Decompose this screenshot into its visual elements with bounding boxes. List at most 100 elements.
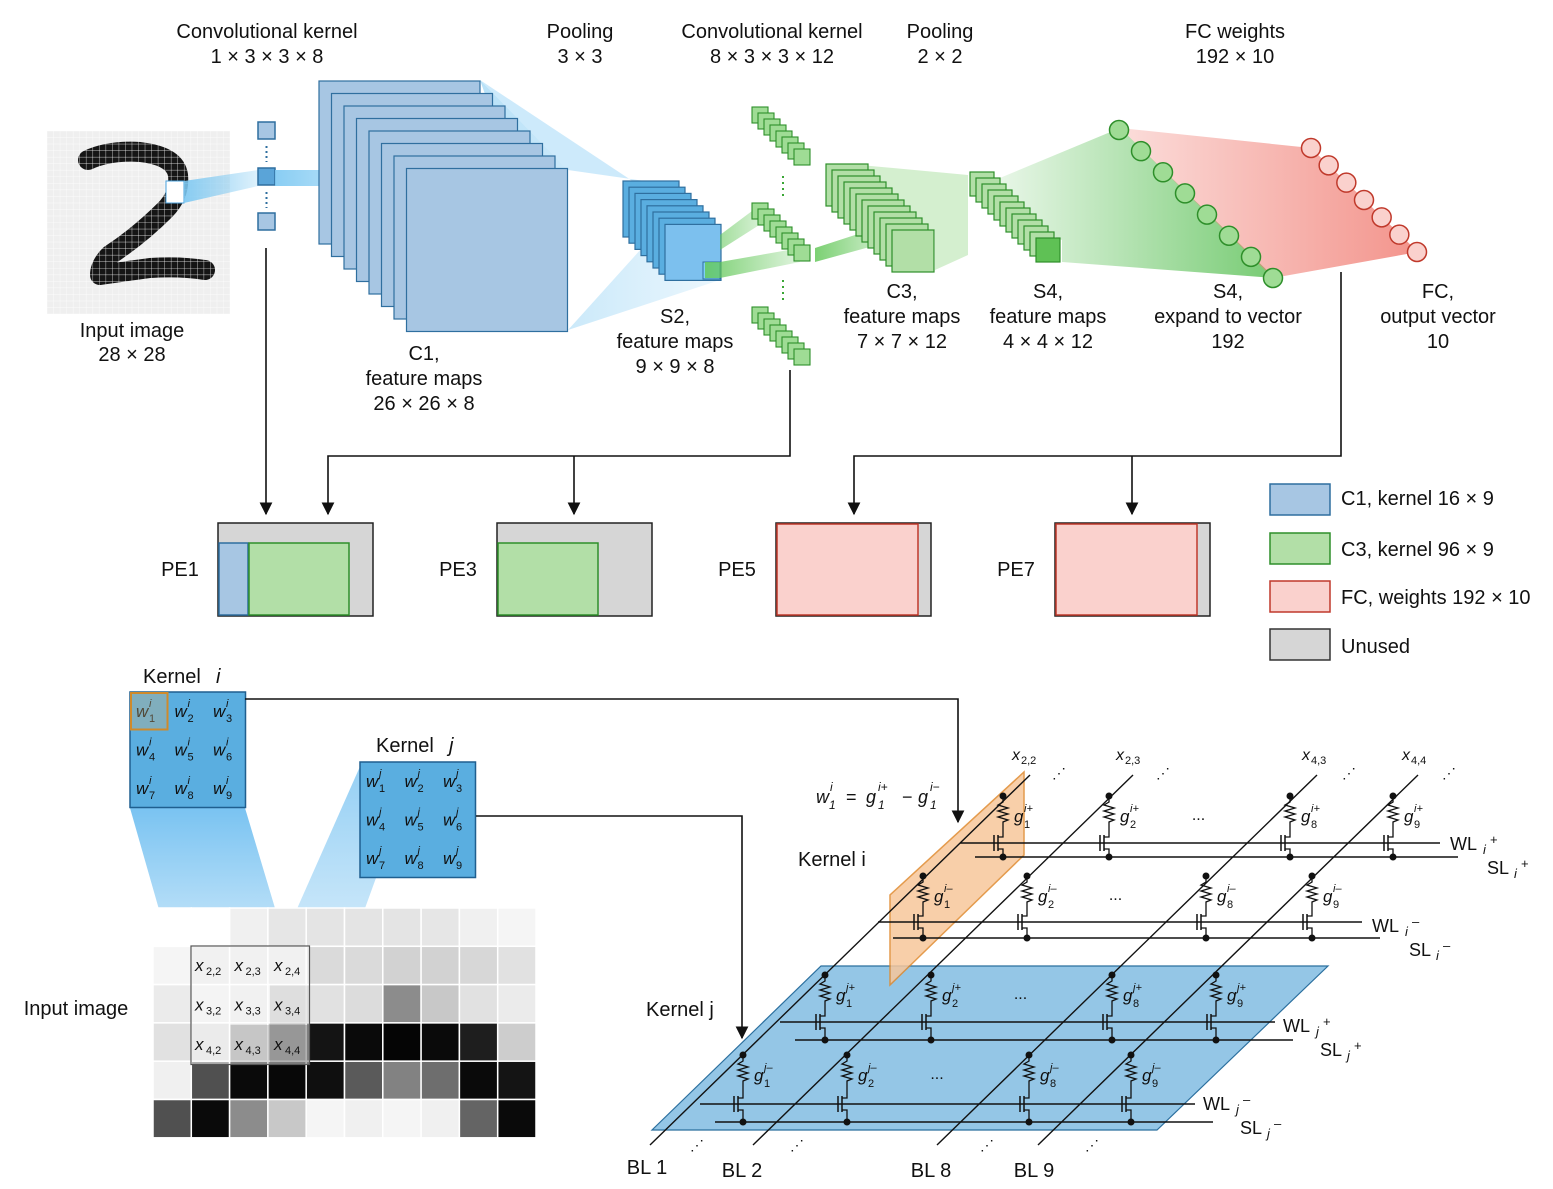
pixel-cell [343, 1098, 384, 1139]
pixel-cell [420, 1022, 461, 1062]
word-line-label: WL [1203, 1094, 1230, 1114]
kernel-i-matrix: w i1 w i2 w i3w i4 w i5 w i6w i7 w i8 w i9 [129, 691, 247, 809]
svg-text:4,4: 4,4 [1411, 755, 1426, 767]
patch-cell-subscript: 2,2 [206, 966, 221, 978]
conductance-label: g [1301, 807, 1311, 826]
svg-text:i–: i– [1048, 883, 1057, 895]
kernel-weight: w [213, 702, 227, 721]
svg-text:Pooling: Pooling [907, 21, 974, 43]
kernel-weight: w [443, 849, 457, 868]
svg-text:i: i [1483, 842, 1487, 857]
pixel-cell [496, 1060, 537, 1101]
svg-text:i: i [188, 698, 191, 710]
svg-text:6: 6 [456, 822, 462, 834]
svg-text:9: 9 [1414, 819, 1420, 831]
kernel-weight: w [443, 811, 457, 830]
bit-line [752, 774, 1134, 1146]
pixel-cell [382, 945, 422, 986]
svg-text:j–: j– [866, 1062, 877, 1074]
conductance-label: g [858, 1066, 868, 1085]
svg-text:1: 1 [878, 798, 885, 812]
fc-output-nodes [1300, 137, 1428, 263]
conductance-label: g [1014, 807, 1024, 826]
patch-cell-subscript: 3,2 [206, 1006, 221, 1018]
svg-text:g: g [866, 787, 876, 807]
svg-text:⋰: ⋰ [980, 1137, 994, 1153]
svg-text:3: 3 [226, 713, 232, 725]
svg-text:PE5: PE5 [718, 559, 756, 581]
svg-text:Unused: Unused [1341, 636, 1410, 658]
pixel-cell [458, 1022, 499, 1062]
s2-label: S2, feature maps 9 × 9 × 8 [617, 306, 734, 378]
svg-text:5: 5 [188, 752, 194, 764]
s4-to-vector-beam [995, 128, 1275, 278]
pixel-cell [228, 907, 269, 948]
rram-resistor [1208, 975, 1224, 1012]
pixel-cell [305, 945, 346, 986]
svg-text:2,3: 2,3 [1125, 755, 1140, 767]
svg-text:2,2: 2,2 [1021, 755, 1036, 767]
conv2-kernel-cell [793, 244, 811, 262]
c1-to-s2-beam-top [480, 80, 680, 186]
pixel-cell [190, 907, 231, 948]
kernel-weight: w [405, 811, 419, 830]
svg-text:j: j [454, 768, 459, 780]
digit-two [46, 130, 231, 315]
conductance-label: g [1123, 986, 1133, 1005]
kernel-weight: w [175, 702, 189, 721]
input-x-label: x [1401, 747, 1411, 764]
word-line-label: WL [1450, 834, 1477, 854]
svg-text:feature maps: feature maps [366, 368, 483, 390]
svg-text:2: 2 [188, 713, 194, 725]
svg-text:C1,: C1, [408, 343, 439, 365]
input-to-kernel-beam [184, 170, 258, 203]
pixel-cell [458, 907, 499, 948]
conductance-label: g [1217, 887, 1227, 906]
rram-resistor [1198, 876, 1214, 912]
pixel-cell [305, 1060, 346, 1101]
svg-text:w: w [816, 787, 830, 807]
kernel-weight: w [213, 779, 227, 798]
kernel-weight: w [136, 702, 150, 721]
source-line-label: SL [1320, 1040, 1342, 1060]
c3-label: C3, feature maps 7 × 7 × 12 [844, 281, 961, 353]
svg-text:i: i [149, 737, 152, 749]
svg-text:g: g [918, 787, 928, 807]
svg-text:FC weights: FC weights [1185, 21, 1285, 43]
patch-cell-subscript: 4,2 [206, 1045, 221, 1057]
svg-text:FC, weights 192 × 10: FC, weights 192 × 10 [1341, 587, 1531, 609]
kernel-j-plane [650, 965, 1330, 1131]
patch-cell-subscript: 4,3 [246, 1045, 261, 1057]
rram-resistor [1021, 1055, 1037, 1094]
input-patch: x 2,2 x 2,3 x 2,4x 3,2 x 3,3 x 3,4x 4,2 x 4,3 x 4,4 [190, 945, 311, 1066]
fc-output-node [1353, 189, 1375, 211]
c1-label: C1, feature maps 26 × 26 × 8 [366, 343, 483, 415]
svg-text:⋰: ⋰ [1156, 765, 1170, 781]
svg-text:2: 2 [868, 1078, 874, 1090]
kernel-i-array-label: Kernel i [798, 849, 866, 871]
svg-text:BL 2: BL 2 [722, 1160, 762, 1182]
svg-text:i: i [149, 698, 152, 710]
patch-cell-subscript: 3,3 [246, 1006, 261, 1018]
svg-text:9: 9 [456, 860, 462, 872]
pixel-cell [343, 1060, 384, 1101]
conductance-label: g [1142, 1066, 1152, 1085]
feature-map-layer [405, 167, 569, 333]
s4-vector-node [1262, 267, 1284, 289]
pixel-cell [496, 983, 537, 1024]
svg-text:BL 9: BL 9 [1014, 1160, 1054, 1182]
access-transistor [820, 1027, 826, 1040]
conductance-label: g [942, 986, 952, 1005]
svg-text:8: 8 [188, 790, 194, 802]
conductance-label: g [754, 1066, 764, 1085]
conductance-label: g [1404, 807, 1414, 826]
svg-text:Kernel: Kernel [376, 735, 434, 757]
c1-feature-maps [318, 80, 569, 333]
kernel-weight: w [136, 779, 150, 798]
svg-text:PE1: PE1 [161, 559, 199, 581]
access-transistor [1024, 1109, 1030, 1122]
svg-text:C3,: C3, [886, 281, 917, 303]
svg-text:–: – [1412, 914, 1420, 929]
svg-text:S2,: S2, [660, 306, 690, 328]
